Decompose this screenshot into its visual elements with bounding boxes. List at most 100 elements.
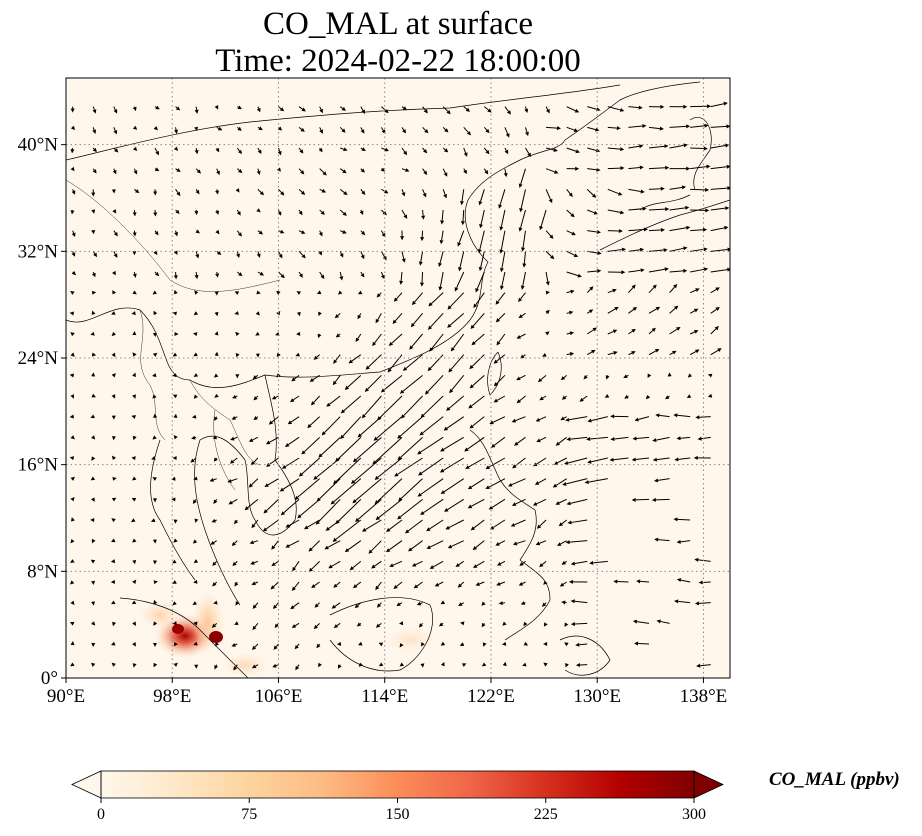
- wind-arrow: [693, 455, 711, 460]
- wind-arrow: [380, 374, 403, 393]
- lat-tick-label: 0°: [41, 668, 58, 689]
- wind-arrow: [113, 230, 118, 237]
- wind-arrow: [318, 436, 341, 458]
- wind-arrow: [388, 333, 403, 346]
- wind-arrow: [212, 581, 218, 587]
- wind-arrow: [516, 395, 526, 404]
- wind-arrow: [308, 540, 321, 552]
- wind-arrow: [319, 106, 323, 114]
- wind-arrow: [256, 168, 261, 176]
- wind-arrow: [154, 105, 160, 110]
- wind-arrow: [411, 560, 423, 567]
- wind-arrow: [710, 186, 730, 191]
- wind-arrow: [152, 352, 158, 357]
- wind-arrow: [210, 540, 218, 545]
- wind-arrow: [252, 623, 259, 631]
- wind-arrow: [333, 354, 341, 364]
- wind-arrow: [172, 601, 177, 606]
- wind-arrow: [579, 395, 588, 402]
- wind-arrow: [495, 292, 506, 305]
- wind-arrow: [174, 127, 179, 134]
- wind-arrow: [231, 416, 238, 420]
- wind-arrow: [174, 289, 178, 295]
- wind-arrow: [337, 664, 342, 669]
- wind-arrow: [190, 457, 197, 463]
- wind-arrow: [298, 457, 320, 477]
- wind-arrow: [535, 540, 547, 546]
- wind-arrow: [628, 268, 645, 273]
- wind-arrow: [278, 251, 283, 259]
- wind-arrow: [475, 271, 485, 293]
- wind-arrow: [173, 662, 178, 667]
- wind-arrow: [628, 144, 644, 149]
- wind-arrow: [270, 581, 279, 590]
- wind-arrow: [249, 540, 259, 545]
- wind-arrow: [291, 374, 300, 382]
- wind-arrow: [355, 333, 362, 343]
- wind-arrow: [446, 395, 465, 411]
- wind-arrow: [195, 251, 200, 259]
- wind-arrow: [364, 374, 382, 392]
- wind-arrow: [686, 394, 692, 398]
- wind-arrow: [545, 230, 554, 239]
- wind-arrow: [153, 621, 158, 626]
- wind-arrow: [710, 348, 722, 356]
- wind-arrow: [648, 104, 665, 109]
- wind-arrow: [340, 230, 347, 234]
- wind-arrow: [504, 127, 510, 138]
- wind-arrow: [132, 579, 137, 585]
- wind-arrow: [336, 641, 342, 646]
- lon-tick-label: 98°E: [153, 686, 191, 707]
- wind-arrow: [298, 126, 305, 132]
- wind-arrow: [471, 333, 485, 346]
- wind-arrow: [545, 331, 550, 336]
- wind-arrow: [111, 518, 116, 523]
- wind-arrow: [607, 228, 623, 233]
- wind-arrow: [194, 518, 199, 523]
- wind-arrow: [374, 478, 403, 505]
- wind-arrow: [607, 351, 618, 356]
- wind-arrow: [215, 229, 220, 235]
- wind-arrow: [495, 312, 506, 323]
- wind-arrow: [470, 519, 485, 531]
- wind-arrow: [271, 395, 279, 400]
- wind-arrow: [464, 436, 485, 452]
- wind-arrow: [566, 106, 580, 113]
- wind-arrow: [70, 559, 75, 564]
- wind-arrow: [91, 209, 96, 214]
- wind-arrow: [493, 374, 506, 387]
- wind-arrow: [385, 540, 403, 553]
- wind-arrow: [586, 349, 596, 356]
- wind-arrow: [564, 642, 569, 647]
- wind-arrow: [193, 579, 198, 584]
- wind-arrow: [332, 519, 362, 542]
- wind-arrow: [255, 331, 260, 336]
- wind-arrow: [70, 662, 75, 667]
- wind-arrow: [401, 168, 410, 172]
- wind-arrow: [375, 498, 403, 521]
- wind-arrow: [648, 126, 664, 131]
- wind-arrow: [70, 394, 75, 399]
- wind-arrow: [607, 247, 627, 252]
- wind-arrow: [628, 124, 647, 129]
- wind-arrow: [690, 123, 709, 128]
- wind-arrow: [365, 354, 382, 370]
- wind-arrow: [669, 185, 687, 190]
- wind-arrow: [110, 641, 116, 646]
- wind-arrow: [296, 331, 301, 336]
- wind-arrow: [440, 478, 465, 495]
- wind-arrow: [236, 230, 242, 237]
- lon-tick-label: 90°E: [47, 686, 85, 707]
- wind-arrow: [111, 538, 116, 543]
- wind-arrow: [132, 621, 136, 626]
- wind-arrow: [340, 395, 362, 414]
- wind-arrow: [69, 414, 74, 419]
- wind-arrow: [483, 127, 490, 134]
- wind-arrow: [255, 311, 260, 316]
- wind-arrow: [543, 642, 548, 647]
- wind-arrow: [374, 457, 403, 480]
- wind-arrow: [321, 416, 341, 436]
- wind-arrow: [587, 457, 608, 464]
- wind-arrow: [523, 641, 529, 646]
- wind-arrow: [378, 642, 384, 647]
